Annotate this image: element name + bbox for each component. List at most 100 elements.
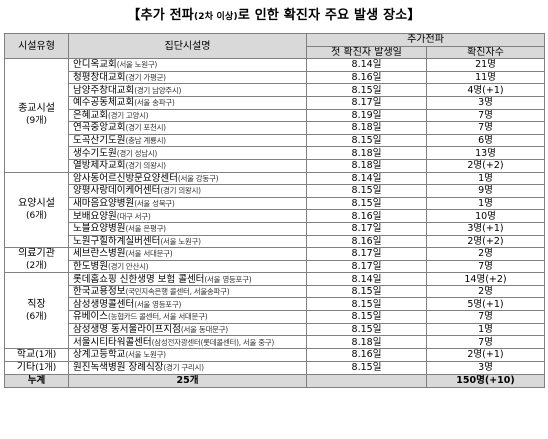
facility-name: 연곡중앙교회 xyxy=(73,122,126,134)
facility-location: (서울 서대문구) xyxy=(125,249,173,259)
facility-name-cell: 한국교용정보(국민지속은행 콜센터, 서울송파구) xyxy=(68,284,307,299)
table-row: 노블요양병원(서울 은평구) 8.17일 3명(+1) xyxy=(5,221,545,236)
facility-location: (경기 남양주시) xyxy=(134,85,182,95)
facility-name-cell: 노원구힐하계실버센터(서울 노원구) xyxy=(68,234,307,249)
facility-name: 한국교용정보 xyxy=(73,286,126,298)
facility-name: 암사동어르신방문요양센터 xyxy=(73,172,178,184)
title-prefix: 【추가 전파 xyxy=(127,8,194,23)
facility-name: 남양주창대교회 xyxy=(73,84,135,96)
facility-name: 세브란스병원 xyxy=(73,248,126,260)
table-row: 은혜교회(경기 고양시) 8.19일 7명 xyxy=(5,108,545,123)
first-case-date: 8.18일 xyxy=(306,335,427,349)
facility-location: (서울 성북구) xyxy=(134,199,175,209)
table-row: 의료기관 (2개) 세브란스병원(서울 서대문구) 8.17일 2명 xyxy=(4,247,545,274)
facility-name-cell: 예수공동체교회(서울 송파구) xyxy=(68,95,307,110)
facility-location: (서울 노원구) xyxy=(125,350,166,360)
first-case-date: 8.18일 xyxy=(306,158,427,173)
facility-location: (경기 구리시) xyxy=(163,363,204,373)
facility-type-cell: 요양시설 (6개) xyxy=(4,171,69,249)
facility-location: (충남 계룡시) xyxy=(125,136,166,146)
facility-count: (9개) xyxy=(25,116,48,127)
facility-location: (서울 영등포구) xyxy=(134,299,182,309)
table-row: 청평창대교회(경기 가평군) 8.16일 11명 xyxy=(5,70,545,85)
title-small: (2차 이상) xyxy=(193,12,238,22)
header-spread: 추가전파 xyxy=(306,33,545,47)
facility-name-cell: 생수기도원(경기 성남시) xyxy=(68,146,307,160)
first-case-date: 8.18일 xyxy=(306,146,427,160)
facility-type: 학교 xyxy=(16,348,36,360)
case-count: 7명 xyxy=(426,121,545,135)
table-row: 삼성생명 동서울라이프지점(서울 동대문구) 8.15일 1명 xyxy=(5,322,545,337)
first-case-date: 8.14일 xyxy=(306,58,427,72)
facility-name-cell: 한도병원(경기 안산시) xyxy=(68,259,307,274)
table-row: 서울시티타워콜센터(삼성전자광센터(롯데콜센터), 서울 중구) 8.18일 7명 xyxy=(5,335,545,349)
facility-location: (서울 노원구) xyxy=(160,236,201,246)
facility-type-cell: 직장 (6개) xyxy=(4,272,69,349)
facility-location: (서울 은평구) xyxy=(125,224,166,234)
facility-count: (1개) xyxy=(35,362,57,373)
facility-count: (2개) xyxy=(25,261,48,272)
facility-name: 생수기도원 xyxy=(73,147,117,159)
facility-location: (삼성전자광센터(롯데콜센터), 서울 중구) xyxy=(151,337,275,347)
facility-type-cell: 종교시설 (9개) xyxy=(4,58,69,173)
facility-name: 유베이스 xyxy=(73,311,108,323)
facility-count: (6개) xyxy=(25,210,48,221)
facility-location: (국민지속은행 콜센터, 서울송파구) xyxy=(125,287,230,297)
case-count: 6명 xyxy=(426,133,545,148)
first-case-date: 8.16일 xyxy=(306,234,427,249)
facility-name-cell: 서울시티타워콜센터(삼성전자광센터(롯데콜센터), 서울 중구) xyxy=(68,335,307,349)
case-count: 3명 xyxy=(426,95,545,110)
facility-name-cell: 양평사랑데이케어센터(경기 의왕시) xyxy=(68,184,307,198)
table-body: 종교시설 (9개) 안디옥교회(서울 노원구) 8.14일 21명 청평창대교회(경기 가… xyxy=(4,58,545,388)
table-row: 기타(1개) 원진녹색병원 장례식장(경기 구리시) 8.15일 3명 xyxy=(4,360,545,375)
facility-name: 원진녹색병원 장례식장 xyxy=(73,362,164,374)
facility-name: 삼성생명 동서울라이프지점 xyxy=(73,323,181,335)
facility-name: 롯데홈쇼핑 신한생명 보험 콜센터 xyxy=(73,273,205,285)
first-case-date: 8.15일 xyxy=(306,297,427,312)
case-count: 10명 xyxy=(426,209,545,223)
facility-location: (경기 안산시) xyxy=(107,261,149,271)
facility-location: (서울 영등포구) xyxy=(204,274,252,284)
case-count: 4명(+1) xyxy=(426,83,545,97)
table-row: 요양시설 (6개) 암사동어르신방문요양센터(서울 강동구) 8.14일 1명 xyxy=(4,171,545,249)
first-case-date: 8.16일 xyxy=(306,347,427,362)
facility-name-cell: 유베이스(농협카드 콜센터, 서울 서대문구) xyxy=(68,310,307,324)
facility-type-cell: 기타(1개) xyxy=(4,360,69,375)
case-count: 2명 xyxy=(426,284,545,299)
facility-location: (서울 노원구) xyxy=(116,60,158,70)
facility-type-cell: 의료기관 (2개) xyxy=(4,247,69,274)
header-type: 시설유형 xyxy=(4,32,69,60)
facility-type-cell: 학교(1개) xyxy=(4,347,69,362)
facility-name: 노블요양병원 xyxy=(73,223,126,235)
table-row: 생수기도원(경기 성남시) 8.18일 13명 xyxy=(5,146,545,160)
case-count: 5명(+1) xyxy=(426,297,545,312)
facility-name: 청평창대교회 xyxy=(73,72,126,84)
facility-name-cell: 삼성생명 동서울라이프지점(서울 동대문구) xyxy=(68,322,307,337)
case-count: 1명 xyxy=(426,196,545,211)
first-case-date: 8.17일 xyxy=(306,221,427,236)
facility-location: (경기 의왕시) xyxy=(125,161,166,171)
case-count: 7명 xyxy=(426,259,545,274)
table-row: 삼성생명콜센터(서울 영등포구) 8.15일 5명(+1) xyxy=(5,297,545,312)
first-case-date: 8.15일 xyxy=(306,310,427,324)
case-count: 1명 xyxy=(426,171,545,186)
facility-name: 서울시티타워콜센터 xyxy=(73,336,152,348)
case-count: 2명(+2) xyxy=(426,234,545,249)
facility-location: (경기 고양시) xyxy=(107,110,149,120)
table-row: 한국교용정보(국민지속은행 콜센터, 서울송파구) 8.15일 2명 xyxy=(5,284,545,299)
title-suffix: 로 인한 확진자 주요 발생 장소】 xyxy=(237,8,421,23)
case-count: 3명 xyxy=(426,360,545,375)
facility-name-cell: 남양주창대교회(경기 남양주시) xyxy=(68,83,307,97)
facility-type: 의료기관 xyxy=(18,248,55,260)
case-count: 11명 xyxy=(426,70,545,85)
facility-name-cell: 암사동어르신방문요양센터(서울 강동구) xyxy=(68,171,307,186)
table-row: 노원구힐하계실버센터(서울 노원구) 8.16일 2명(+2) xyxy=(5,234,545,249)
first-case-date: 8.15일 xyxy=(306,133,427,148)
case-count: 13명 xyxy=(426,146,545,160)
header-count: 확진자수 xyxy=(426,45,545,60)
first-case-date: 8.16일 xyxy=(306,209,427,223)
facility-name-cell: 노블요양병원(서울 은평구) xyxy=(68,221,307,236)
facility-location: (농협카드 콜센터, 서울 서대문구) xyxy=(107,312,208,322)
facility-location: (서울 송파구) xyxy=(134,98,175,108)
first-case-date: 8.15일 xyxy=(306,360,427,375)
